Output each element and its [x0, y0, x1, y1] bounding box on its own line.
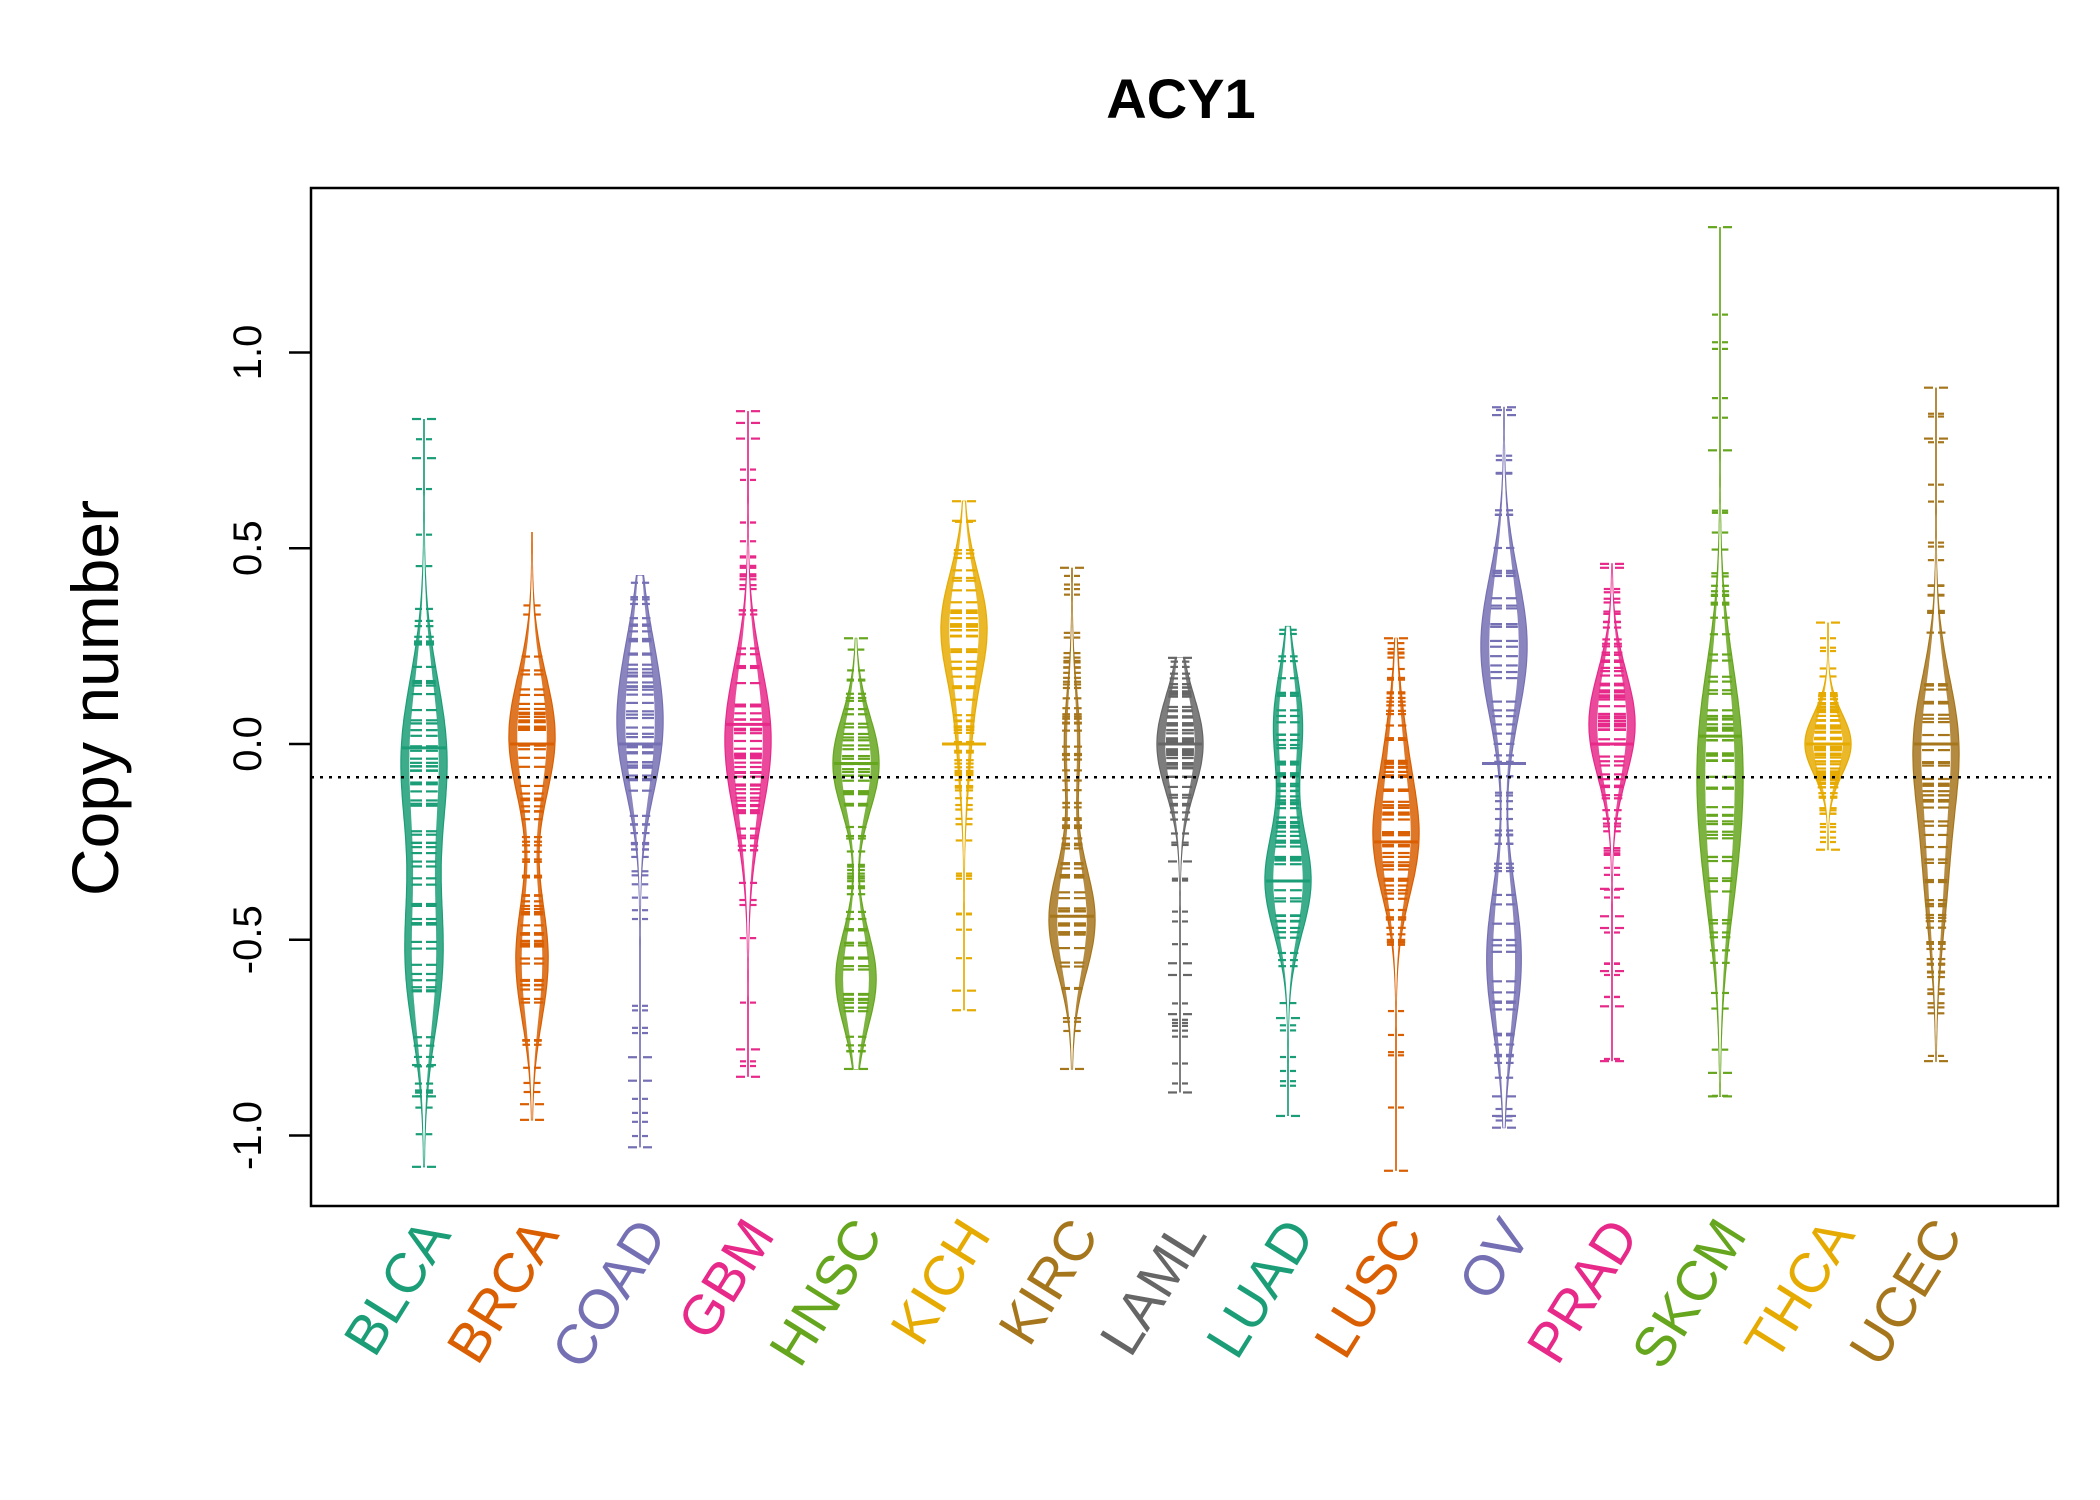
bean-ov: [1480, 406, 1528, 1129]
bean-laml: [1156, 656, 1204, 1094]
y-axis: -1.0 -0.5 0.0 0.5 1.0: [226, 325, 311, 1170]
bean-lusc: [1372, 637, 1420, 1172]
y-tick-label: 0.0: [226, 716, 270, 772]
bean-brca: [508, 531, 556, 1121]
bean-density-core: [517, 532, 547, 1120]
bean-ucec: [1912, 386, 1960, 1063]
y-tick-label: -1.0: [226, 1101, 270, 1170]
bean-density-core: [1813, 622, 1843, 850]
bean-density-core: [1921, 387, 1951, 1062]
plot-frame: [309, 186, 2060, 1208]
bean-coad: [616, 574, 664, 1149]
bean-group: [400, 226, 1960, 1172]
y-axis-label: Copy number: [58, 500, 132, 896]
bean-kich: [940, 500, 988, 1012]
bean-density-core: [949, 501, 979, 1011]
y-tick-label: 1.0: [226, 325, 270, 381]
bean-kirc: [1048, 566, 1096, 1071]
bean-blca: [400, 417, 448, 1168]
bean-density-core: [1057, 567, 1087, 1069]
bean-hnsc: [832, 637, 880, 1071]
y-tick-label: -0.5: [226, 905, 270, 974]
bean-density-core: [1597, 563, 1627, 1062]
bean-gbm: [724, 410, 772, 1078]
bean-density-core: [1489, 407, 1519, 1128]
chart-title: ACY1: [1106, 67, 1255, 130]
y-tick-label: 0.5: [226, 520, 270, 576]
bean-luad: [1264, 625, 1312, 1118]
bean-skcm: [1696, 226, 1744, 1098]
bean-prad: [1588, 562, 1636, 1063]
bean-density-core: [733, 411, 763, 1077]
bean-thca: [1804, 621, 1852, 851]
